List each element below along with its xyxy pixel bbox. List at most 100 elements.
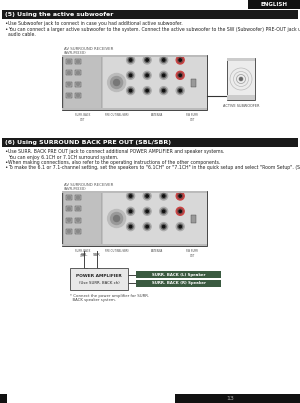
- Text: You can enjoy 6.1CH or 7.1CH surround system.: You can enjoy 6.1CH or 7.1CH surround sy…: [8, 154, 118, 160]
- Circle shape: [127, 87, 135, 95]
- Circle shape: [108, 210, 126, 228]
- Circle shape: [128, 209, 133, 214]
- Text: SURR. BACK (L) Speaker: SURR. BACK (L) Speaker: [152, 272, 205, 276]
- Circle shape: [68, 71, 70, 74]
- Circle shape: [178, 58, 183, 62]
- Text: •: •: [4, 21, 8, 26]
- Circle shape: [160, 56, 168, 64]
- Circle shape: [76, 94, 80, 97]
- Text: BACK speaker system.: BACK speaker system.: [70, 299, 116, 303]
- FancyBboxPatch shape: [63, 192, 102, 245]
- Circle shape: [127, 207, 135, 215]
- Circle shape: [129, 210, 132, 212]
- Circle shape: [145, 209, 150, 214]
- FancyBboxPatch shape: [66, 206, 72, 211]
- Circle shape: [146, 74, 148, 77]
- Circle shape: [76, 71, 80, 74]
- Text: ENGLISH: ENGLISH: [260, 2, 287, 7]
- Circle shape: [76, 83, 80, 85]
- Circle shape: [143, 56, 151, 64]
- FancyBboxPatch shape: [136, 271, 221, 278]
- Circle shape: [68, 94, 70, 97]
- Circle shape: [178, 88, 183, 93]
- Circle shape: [127, 56, 135, 64]
- Text: (AVR-M330): (AVR-M330): [64, 51, 87, 55]
- FancyBboxPatch shape: [75, 229, 81, 234]
- Text: •: •: [4, 149, 8, 154]
- FancyBboxPatch shape: [75, 218, 81, 222]
- Circle shape: [128, 73, 133, 78]
- Circle shape: [161, 193, 166, 199]
- Circle shape: [68, 207, 70, 210]
- Text: 13: 13: [226, 397, 234, 401]
- Text: SW SURR
OUT: SW SURR OUT: [186, 249, 198, 258]
- FancyBboxPatch shape: [75, 195, 81, 200]
- Text: ACTIVE SUBWOOFER: ACTIVE SUBWOOFER: [223, 104, 259, 108]
- Circle shape: [145, 73, 150, 78]
- Text: AV SURROUND RECEIVER: AV SURROUND RECEIVER: [64, 47, 113, 51]
- Text: PRE OUT(SBL/SBR): PRE OUT(SBL/SBR): [105, 113, 128, 117]
- FancyBboxPatch shape: [191, 214, 196, 222]
- Circle shape: [146, 59, 148, 61]
- Circle shape: [76, 218, 80, 222]
- Circle shape: [176, 87, 184, 95]
- Circle shape: [76, 207, 80, 210]
- FancyBboxPatch shape: [66, 70, 72, 75]
- Circle shape: [163, 59, 165, 61]
- FancyBboxPatch shape: [248, 0, 300, 9]
- Circle shape: [146, 225, 148, 228]
- Circle shape: [161, 224, 166, 229]
- Circle shape: [129, 195, 132, 197]
- Circle shape: [127, 222, 135, 231]
- Circle shape: [145, 58, 150, 62]
- Circle shape: [111, 77, 123, 89]
- Circle shape: [143, 192, 151, 200]
- FancyBboxPatch shape: [62, 191, 207, 246]
- FancyBboxPatch shape: [66, 81, 72, 87]
- Circle shape: [160, 87, 168, 95]
- Circle shape: [145, 88, 150, 93]
- Text: SURR. BACK (R) Speaker: SURR. BACK (R) Speaker: [152, 281, 206, 285]
- Circle shape: [178, 224, 183, 229]
- Circle shape: [68, 60, 70, 63]
- Circle shape: [146, 210, 148, 212]
- FancyBboxPatch shape: [75, 59, 81, 64]
- Circle shape: [179, 195, 182, 197]
- Circle shape: [160, 207, 168, 215]
- Circle shape: [129, 59, 132, 61]
- Circle shape: [114, 216, 120, 222]
- Circle shape: [163, 195, 165, 197]
- Circle shape: [143, 71, 151, 79]
- Circle shape: [68, 83, 70, 85]
- Text: To make the 6.1 or 7.1-channel setting, set the speakers to "6.1CH" or "7.1CH" i: To make the 6.1 or 7.1-channel setting, …: [8, 166, 300, 170]
- Text: SW SURR
OUT: SW SURR OUT: [186, 113, 198, 122]
- FancyBboxPatch shape: [227, 58, 255, 61]
- FancyBboxPatch shape: [136, 280, 221, 287]
- Circle shape: [176, 207, 184, 215]
- Circle shape: [160, 192, 168, 200]
- Circle shape: [68, 196, 70, 199]
- Circle shape: [160, 222, 168, 231]
- Circle shape: [127, 71, 135, 79]
- Circle shape: [114, 79, 120, 85]
- Circle shape: [176, 56, 184, 64]
- FancyBboxPatch shape: [175, 394, 300, 403]
- Text: ANTENNA: ANTENNA: [152, 113, 164, 117]
- Circle shape: [163, 89, 165, 92]
- Circle shape: [178, 73, 183, 78]
- Text: When making connections, also refer to the operating instructions of the other c: When making connections, also refer to t…: [8, 160, 220, 165]
- Text: (6) Using SURROUND BACK PRE OUT (SBL/SBR): (6) Using SURROUND BACK PRE OUT (SBL/SBR…: [5, 140, 171, 145]
- Circle shape: [76, 196, 80, 199]
- Text: •: •: [4, 166, 8, 170]
- FancyBboxPatch shape: [66, 195, 72, 200]
- Circle shape: [160, 71, 168, 79]
- FancyBboxPatch shape: [66, 59, 72, 64]
- FancyBboxPatch shape: [227, 58, 255, 100]
- Text: •: •: [4, 27, 8, 31]
- Text: POWER AMPLIFIER: POWER AMPLIFIER: [76, 274, 122, 278]
- Circle shape: [129, 225, 132, 228]
- FancyBboxPatch shape: [2, 138, 298, 147]
- FancyBboxPatch shape: [75, 70, 81, 75]
- Text: (Use SURR. BACK ch): (Use SURR. BACK ch): [79, 281, 119, 285]
- Circle shape: [127, 192, 135, 200]
